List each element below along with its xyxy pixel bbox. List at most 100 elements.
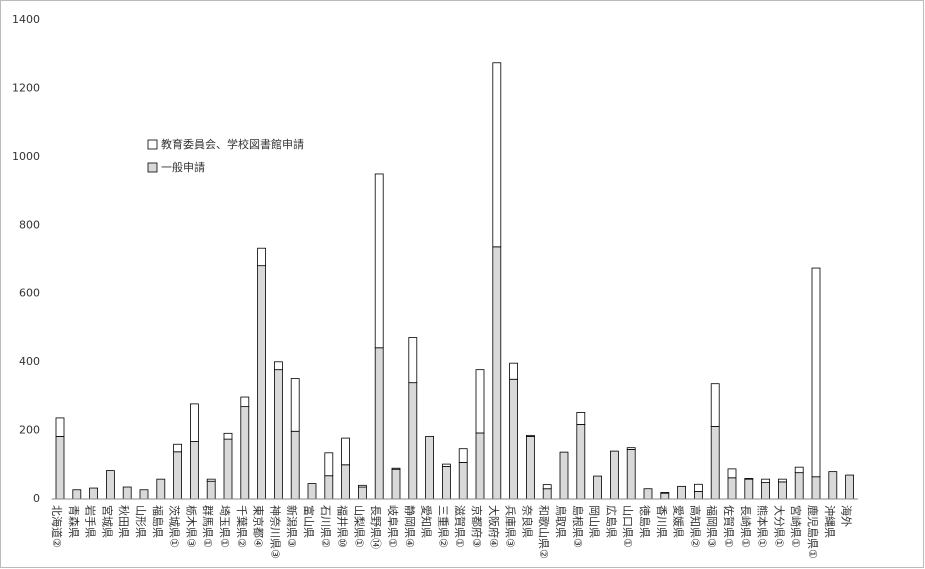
bar-segment [173, 443, 183, 453]
x-tick-label: 奈良県 [520, 505, 534, 538]
bar-segment [458, 448, 468, 463]
x-tick-label: 静岡県④ [403, 505, 417, 548]
x-tick-label: 香川県 [655, 505, 668, 538]
x-tick-label: 新潟県③ [285, 505, 299, 548]
bar-segment [106, 470, 115, 500]
bar-segment [626, 448, 636, 500]
x-tick-label: 山梨県① [352, 505, 366, 548]
x-tick-label: 埼玉県① [218, 505, 232, 548]
bar-segment [710, 426, 720, 500]
bar-segment [357, 484, 367, 488]
bar-segment [223, 438, 233, 500]
bar-segment [374, 173, 384, 349]
x-tick-label: 神奈川県③ [268, 505, 282, 559]
x-tick-label: 和歌山県② [537, 505, 551, 559]
x-tick-label: 愛知県 [420, 505, 434, 538]
bar-segment [811, 267, 821, 478]
bar-segment [576, 412, 586, 425]
bar-segment [492, 62, 502, 248]
bar-segment [694, 483, 703, 492]
bar-segment [324, 452, 334, 477]
bar-segment [509, 378, 519, 500]
bar-segment [542, 484, 552, 490]
bar-segment [257, 247, 267, 267]
x-tick-label: 広島県 [604, 505, 618, 538]
x-tick-label: 秋田県 [117, 505, 131, 538]
bar-segment [240, 406, 250, 500]
bar-segment [189, 441, 199, 500]
x-tick-label: 三重県② [436, 505, 450, 548]
bar-segment [257, 265, 267, 500]
x-tick-label: 鳥取県 [554, 505, 568, 538]
bar-segment [391, 468, 401, 500]
bar-segment [139, 489, 149, 500]
y-tick-label: 1200 [12, 81, 40, 94]
bar-segment [610, 450, 619, 500]
bar-segment [744, 478, 754, 480]
x-tick-label: 茨城県① [168, 505, 182, 548]
bar-segment [223, 432, 233, 440]
x-tick-label: 福岡県③ [705, 505, 719, 548]
bar-segment [290, 378, 300, 432]
x-tick-label: 大分県① [772, 505, 786, 548]
bar-segment [307, 483, 317, 500]
bar-segment [357, 486, 367, 500]
x-tick-label: 青森県 [67, 505, 81, 538]
bar-segment [475, 432, 485, 500]
bar-segment [425, 435, 435, 500]
bar-segment [761, 482, 770, 500]
bar-segment [55, 435, 65, 500]
x-tick-label: 島根県③ [571, 505, 585, 548]
bar-segment [643, 488, 653, 500]
y-tick-label: 1400 [12, 13, 40, 26]
x-tick-label: 福井県⑩ [336, 505, 350, 548]
bar-segment [240, 396, 250, 408]
x-tick-label: 東京都④ [252, 505, 266, 548]
x-tick-label: 兵庫県③ [504, 505, 518, 548]
x-tick-label: 高知県② [688, 505, 702, 548]
bar-segment [526, 435, 535, 500]
x-tick-label: 佐賀県① [722, 505, 736, 548]
bar-segment [761, 478, 770, 483]
bar-segment [72, 489, 82, 500]
bar-segment [778, 478, 787, 483]
x-tick-label: 山口県① [621, 505, 634, 548]
bar-segment [206, 480, 216, 500]
legend-swatch [147, 139, 158, 150]
bar-segment [408, 337, 418, 384]
x-tick-label: 岡山県 [588, 505, 601, 538]
x-tick-label: 滋賀県① [453, 505, 466, 548]
legend-swatch [147, 162, 158, 173]
bar-segment [542, 488, 552, 500]
bar-segment [727, 468, 737, 479]
x-tick-label: 福島県 [151, 505, 165, 538]
y-tick-label: 800 [19, 218, 40, 231]
bar-segment [122, 486, 132, 500]
y-tick-label: 600 [19, 287, 40, 300]
bar-segment [828, 471, 838, 500]
x-tick-label: 沖縄県 [823, 505, 837, 538]
bar-segment [273, 361, 283, 371]
x-tick-label: 徳島県 [638, 505, 652, 538]
bar-segment [273, 369, 283, 500]
bar-segment [794, 466, 804, 474]
bar-segment [744, 478, 754, 500]
bar-segment [55, 417, 65, 437]
bar-segment [509, 362, 519, 380]
bar-segment [794, 472, 804, 500]
y-tick-label: 1000 [12, 150, 40, 163]
bar-segment [189, 403, 199, 442]
bar-segment [458, 461, 468, 500]
bar-segment [374, 347, 384, 500]
x-tick-label: 愛媛県 [672, 505, 686, 538]
x-tick-label: 長野県⑭ [369, 505, 382, 549]
x-tick-label: 宮崎県① [789, 505, 803, 548]
y-tick-label: 0 [33, 492, 40, 505]
bar-segment [156, 478, 166, 500]
x-tick-label: 群馬県① [201, 505, 215, 548]
x-tick-label: 栃木県③ [184, 505, 198, 548]
bar-segment [341, 464, 351, 500]
x-tick-label: 山形県 [134, 505, 147, 538]
y-tick-label: 200 [19, 424, 40, 437]
